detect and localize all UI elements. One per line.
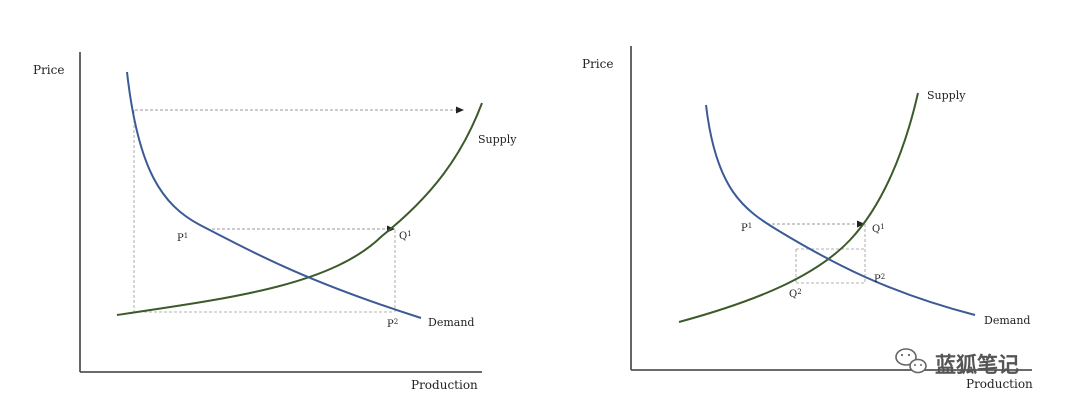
right-q2-label: Q2	[789, 288, 802, 300]
watermark: 蓝狐笔记	[895, 348, 1019, 377]
right-guide-lines	[795, 224, 866, 284]
right-production-axis-label: Production	[966, 377, 1033, 391]
right-p1-label: P1	[741, 222, 752, 234]
right-price-axis-label: Price	[582, 57, 613, 71]
right-q1-label: Q1	[872, 223, 885, 235]
wechat-icon	[895, 348, 927, 374]
left-q1-label: Q1	[399, 230, 412, 242]
right-demand-curve	[705, 104, 976, 316]
right-p2-label: P2	[874, 273, 885, 285]
left-guide-lines	[133, 110, 396, 313]
right-demand-label: Demand	[984, 314, 1030, 327]
left-production-axis-label: Production	[411, 378, 478, 392]
left-supply-curve	[116, 102, 483, 316]
right-supply-curve	[678, 92, 919, 323]
left-demand-label: Demand	[428, 316, 474, 329]
right-supply-label: Supply	[927, 89, 966, 102]
left-supply-label: Supply	[478, 133, 517, 146]
left-p1-label: P1	[177, 232, 188, 244]
right-diagram: Price Production Supply Demand P1 Q1 P2 …	[582, 46, 1033, 391]
left-demand-curve	[126, 71, 422, 319]
watermark-text: 蓝狐笔记	[935, 353, 1019, 377]
left-p2-label: P2	[387, 318, 398, 330]
left-price-axis-label: Price	[33, 63, 64, 77]
left-diagram: Price Production Supply Demand P1 Q1 P2	[33, 52, 517, 392]
